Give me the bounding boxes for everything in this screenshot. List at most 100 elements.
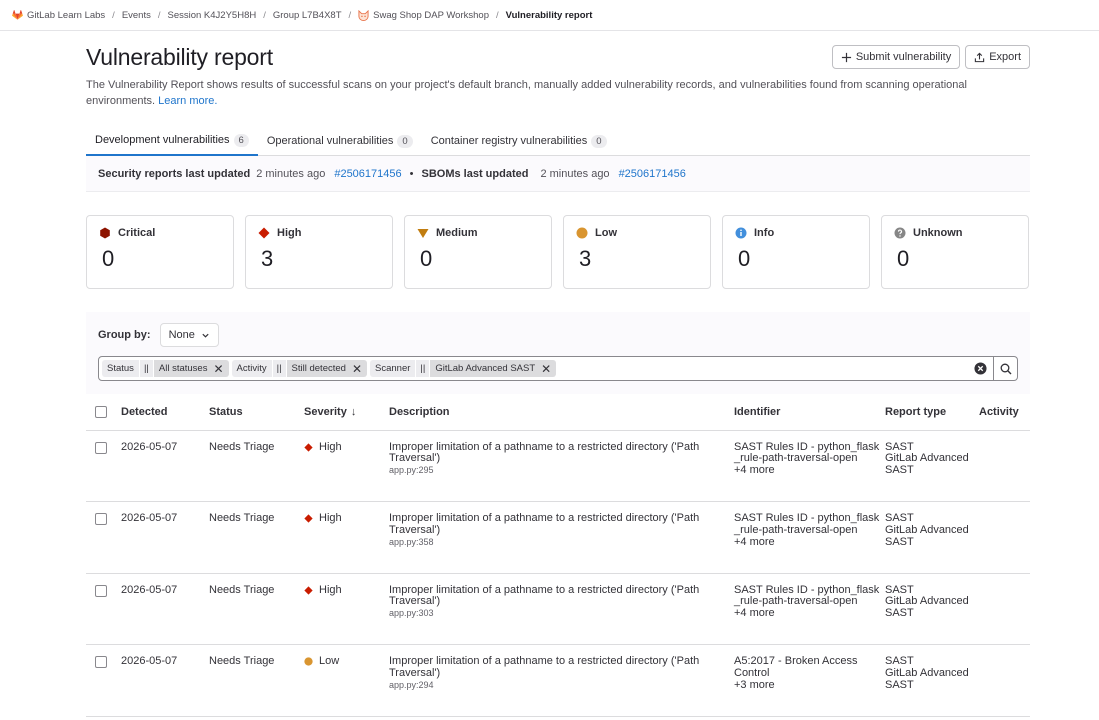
tab-development-vulnerabilities[interactable]: Development vulnerabilities 6	[86, 126, 258, 156]
table-row[interactable]: 2026-05-07 Needs Triage High Improper li…	[86, 573, 1030, 645]
cell-status: Needs Triage	[209, 501, 304, 574]
breadcrumb-item-current[interactable]: Vulnerability report	[505, 9, 593, 21]
sbom-pipeline-link[interactable]: #2506171456	[618, 167, 686, 180]
high-severity-icon	[304, 586, 313, 595]
separator-dot: •	[409, 167, 414, 180]
severity-count: 0	[738, 246, 751, 271]
table-row[interactable]: 2026-05-07 Needs Triage Low Improper lim…	[86, 644, 1030, 717]
column-header-report-type[interactable]: Report type	[885, 394, 979, 431]
cell-scanner: GitLab Advanced SAST	[885, 452, 969, 477]
cell-scanner: GitLab Advanced SAST	[885, 666, 969, 691]
column-header-severity[interactable]: Severity ↓	[304, 394, 389, 431]
severity-card-medium[interactable]: Medium 0	[404, 215, 552, 289]
vulnerability-title-link[interactable]: Improper limitation of a pathname to a r…	[389, 655, 700, 679]
severity-card-info[interactable]: Info 0	[722, 215, 870, 289]
learn-more-link[interactable]: Learn more.	[158, 95, 218, 107]
filter-token-key: Status	[102, 360, 139, 377]
filter-token-key: Scanner	[370, 360, 416, 377]
cell-activity	[979, 430, 1030, 502]
row-checkbox[interactable]	[95, 584, 107, 597]
select-all-checkbox[interactable]	[95, 405, 107, 418]
breadcrumb-item-events[interactable]: Events	[121, 9, 151, 21]
identifier-more: +3 more	[734, 678, 775, 691]
remove-filter-icon[interactable]: ✕	[541, 361, 552, 376]
breadcrumb-item-session[interactable]: Session K4J2Y5H8H	[167, 9, 257, 21]
remove-filter-icon[interactable]: ✕	[213, 361, 224, 376]
security-pipeline-link[interactable]: #2506171456	[334, 167, 402, 180]
table-row[interactable]: 2026-05-07 Needs Triage High Improper li…	[86, 430, 1030, 502]
chevron-down-icon	[202, 333, 209, 338]
row-checkbox[interactable]	[95, 513, 107, 525]
filter-token-status[interactable]: Status || All statuses ✕	[102, 360, 229, 377]
breadcrumb-separator: /	[495, 9, 499, 21]
table-row[interactable]: 2026-05-07 Needs Triage High Improper li…	[86, 501, 1030, 574]
breadcrumb-separator: /	[112, 9, 115, 21]
severity-card-low[interactable]: Low 3	[563, 215, 711, 289]
severity-card-high[interactable]: High 3	[245, 215, 393, 289]
severity-card-unknown[interactable]: Unknown 0	[881, 215, 1029, 289]
gitlab-tanuki-icon	[12, 10, 23, 20]
breadcrumb-item-project[interactable]: Swag Shop DAP Workshop	[358, 9, 489, 21]
search-button[interactable]	[994, 356, 1018, 381]
identifier-more: +4 more	[734, 607, 775, 620]
file-location: app.py:295	[389, 465, 434, 476]
severity-label: High	[277, 227, 302, 239]
cell-identifier: SAST Rules ID - python_flask_rule-path-t…	[734, 440, 880, 465]
row-checkbox[interactable]	[95, 441, 107, 454]
column-header-identifier[interactable]: Identifier	[734, 394, 885, 431]
vulnerability-title-link[interactable]: Improper limitation of a pathname to a r…	[389, 583, 700, 608]
vulnerability-tabs: Development vulnerabilities 6 Operationa…	[86, 126, 1030, 156]
breadcrumb-separator: /	[348, 9, 352, 21]
severity-label: Unknown	[913, 227, 963, 239]
remove-filter-icon[interactable]: ✕	[351, 361, 363, 376]
cell-status: Needs Triage	[209, 430, 304, 502]
breadcrumb-item-group[interactable]: Group L7B4X8T	[272, 9, 342, 21]
cell-detected: 2026-05-07	[121, 430, 209, 502]
medium-severity-icon	[417, 229, 429, 238]
vulnerability-title-link[interactable]: Improper limitation of a pathname to a r…	[389, 440, 700, 465]
column-header-detected[interactable]: Detected	[121, 394, 209, 431]
cell-detected: 2026-05-07	[121, 644, 209, 717]
group-by-dropdown[interactable]: None	[159, 323, 219, 347]
severity-count: 3	[261, 246, 274, 271]
sbom-time: 2 minutes ago	[540, 167, 610, 180]
submit-vulnerability-button[interactable]: Submit vulnerability	[831, 45, 961, 69]
cell-status: Needs Triage	[209, 573, 304, 645]
tab-operational-vulnerabilities[interactable]: Operational vulnerabilities 0	[258, 126, 422, 156]
severity-count: 0	[102, 246, 115, 271]
last-updated-bar: Security reports last updated 2 minutes …	[86, 156, 1030, 192]
tab-container-registry-vulnerabilities[interactable]: Container registry vulnerabilities 0	[422, 126, 616, 156]
filter-token-scanner[interactable]: Scanner || GitLab Advanced SAST ✕	[370, 360, 557, 377]
severity-card-critical[interactable]: Critical 0	[86, 215, 234, 289]
cell-activity	[979, 501, 1030, 574]
cell-severity: High	[304, 512, 389, 525]
search-icon	[1000, 363, 1011, 374]
column-header-status[interactable]: Status	[209, 394, 304, 431]
cell-report-type: SAST	[885, 512, 914, 524]
export-button[interactable]: Export	[965, 45, 1030, 69]
filtered-search-input[interactable]: Status || All statuses ✕ Activity || Stil…	[98, 356, 994, 381]
cell-identifier: A5:2017 - Broken Access Control	[734, 655, 858, 679]
breadcrumb-item-gitlab-learn-labs[interactable]: GitLab Learn Labs	[12, 10, 105, 21]
cell-severity: High	[304, 441, 389, 454]
critical-severity-icon	[100, 227, 110, 239]
cell-severity: Low	[304, 655, 389, 668]
cell-scanner: GitLab Advanced SAST	[885, 595, 969, 620]
clear-search-icon[interactable]	[974, 362, 987, 375]
severity-count: 3	[579, 246, 592, 271]
identifier-more: +4 more	[734, 535, 775, 548]
row-checkbox[interactable]	[95, 656, 107, 668]
low-severity-icon	[304, 657, 313, 667]
filter-panel: Group by: None Status || All statuses ✕ A…	[86, 312, 1030, 394]
column-header-description[interactable]: Description	[389, 394, 734, 431]
severity-count: 0	[420, 246, 433, 271]
filter-token-activity[interactable]: Activity || Still detected ✕	[231, 360, 368, 377]
cell-status: Needs Triage	[209, 644, 304, 717]
cell-detected: 2026-05-07	[121, 573, 209, 645]
breadcrumb-separator: /	[157, 9, 161, 21]
vulnerability-title-link[interactable]: Improper limitation of a pathname to a r…	[389, 512, 700, 536]
column-header-activity[interactable]: Activity	[979, 394, 1030, 431]
vulnerability-table: Detected Status Severity ↓ Description Id…	[86, 394, 1030, 717]
cell-report-type: SAST	[885, 655, 914, 667]
unknown-severity-icon	[894, 227, 906, 239]
